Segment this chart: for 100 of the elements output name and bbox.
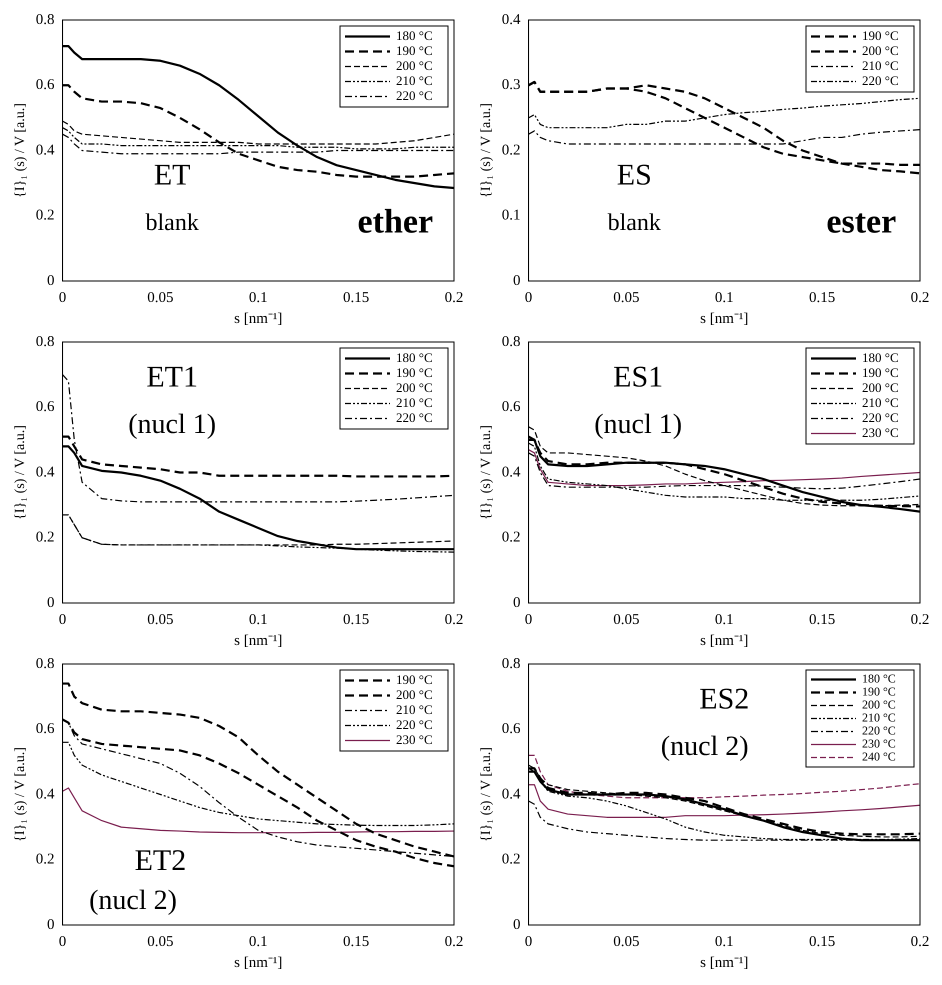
legend-label: 220 °C — [862, 410, 899, 425]
x-tick-label: 0 — [58, 934, 66, 950]
legend-label: 220 °C — [862, 72, 899, 88]
x-tick-label: 0.1 — [714, 934, 734, 950]
y-tick-label: 0.2 — [502, 142, 521, 158]
y-tick-label: 0 — [47, 272, 55, 289]
x-tick-label: 0.05 — [147, 290, 174, 306]
y-tick-label: 0.2 — [36, 530, 55, 546]
y-tick-label: 0.6 — [502, 399, 522, 416]
x-tick-label: 0.1 — [248, 290, 268, 306]
legend-label: 230 °C — [862, 736, 896, 751]
x-tick-label: 0 — [524, 934, 532, 950]
legend-label: 220 °C — [396, 88, 433, 103]
y-tick-label: 0 — [513, 916, 521, 933]
x-tick-label: 0 — [524, 290, 532, 306]
annotation: blank — [608, 210, 661, 236]
legend-label: 210 °C — [396, 394, 433, 410]
x-tick-label: 0.1 — [248, 934, 268, 950]
y-tick-label: 0.4 — [36, 464, 56, 480]
x-tick-label: 0.2 — [444, 612, 464, 628]
x-tick-label: 0.15 — [809, 934, 836, 950]
x-tick-label: 0 — [524, 612, 532, 628]
legend-label: 210 °C — [396, 702, 433, 717]
annotation: (nucl 1) — [128, 408, 216, 440]
y-axis-title: {I}₁ (s) / V [a.u.] — [13, 103, 28, 198]
y-tick-label: 0.2 — [502, 852, 521, 868]
annotation: (nucl 2) — [660, 730, 749, 762]
y-tick-label: 0.2 — [36, 208, 55, 224]
legend-label: 230 °C — [396, 732, 433, 747]
y-tick-label: 0.3 — [502, 77, 521, 94]
legend-label: 190 °C — [396, 672, 433, 687]
y-tick-label: 0 — [47, 594, 55, 611]
y-tick-label: 0.8 — [502, 334, 521, 350]
y-axis-title: {I}₁ (s) / V [a.u.] — [479, 103, 494, 198]
y-tick-label: 0.2 — [502, 530, 521, 546]
y-tick-label: 0.1 — [502, 208, 521, 224]
x-axis-title: s [nm⁻¹] — [234, 954, 282, 971]
x-tick-label: 0.2 — [444, 290, 464, 306]
y-tick-label: 0.4 — [36, 142, 56, 158]
y-tick-label: 0.8 — [502, 656, 521, 672]
annotation: ester — [826, 203, 896, 240]
legend-label: 200 °C — [862, 380, 899, 395]
x-axis-title: s [nm⁻¹] — [700, 310, 748, 327]
x-axis-title: s [nm⁻¹] — [234, 310, 282, 327]
x-axis-title: s [nm⁻¹] — [700, 954, 748, 971]
x-tick-label: 0.15 — [343, 934, 370, 950]
legend-label: 220 °C — [396, 410, 433, 425]
y-tick-label: 0.6 — [36, 399, 56, 416]
x-tick-label: 0.2 — [444, 934, 464, 950]
y-axis-title: {I}₁ (s) / V [a.u.] — [13, 747, 28, 842]
annotation: ET1 — [146, 360, 198, 394]
y-axis-title: {I}₁ (s) / V [a.u.] — [13, 425, 28, 520]
x-tick-label: 0.15 — [809, 290, 836, 306]
legend-label: 200 °C — [396, 58, 433, 73]
legend-label: 190 °C — [862, 28, 899, 43]
legend-label: 230 °C — [862, 424, 899, 440]
x-tick-label: 0.1 — [714, 612, 734, 628]
y-tick-label: 0.4 — [36, 786, 56, 802]
y-tick-label: 0.8 — [36, 12, 55, 28]
annotation: ET2 — [134, 844, 186, 878]
annotation: blank — [145, 210, 199, 236]
legend-label: 180 °C — [396, 350, 433, 365]
y-tick-label: 0.4 — [502, 786, 522, 802]
annotation: ES2 — [699, 682, 750, 716]
legend-label: 190 °C — [396, 364, 433, 380]
x-tick-label: 0.05 — [613, 290, 640, 306]
y-tick-label: 0 — [47, 916, 55, 933]
x-tick-label: 0.05 — [147, 612, 174, 628]
legend-label: 190 °C — [862, 364, 899, 380]
x-tick-label: 0 — [58, 290, 66, 306]
legend-label: 210 °C — [862, 710, 896, 725]
y-tick-label: 0.8 — [36, 656, 55, 672]
x-tick-label: 0.15 — [809, 612, 836, 628]
legend-label: 200 °C — [396, 686, 433, 702]
legend-label: 210 °C — [396, 72, 433, 88]
y-axis-title: {I}₁ (s) / V [a.u.] — [479, 425, 494, 520]
annotation: ES1 — [613, 360, 664, 394]
legend-label: 180 °C — [396, 28, 433, 43]
x-tick-label: 0.15 — [343, 612, 370, 628]
x-tick-label: 0.2 — [910, 290, 930, 306]
y-tick-label: 0.6 — [36, 721, 56, 738]
legend-label: 200 °C — [862, 698, 896, 712]
y-tick-label: 0.4 — [502, 12, 522, 28]
legend-label: 180 °C — [862, 350, 899, 365]
y-tick-label: 0 — [513, 594, 521, 611]
legend-label: 200 °C — [862, 42, 899, 58]
x-tick-label: 0.2 — [910, 934, 930, 950]
legend-label: 220 °C — [862, 724, 896, 738]
legend-label: 190 °C — [862, 684, 896, 699]
legend-label: 200 °C — [396, 380, 433, 395]
legend-label: 210 °C — [862, 58, 899, 73]
x-axis-title: s [nm⁻¹] — [234, 632, 282, 649]
y-tick-label: 0.4 — [502, 464, 522, 480]
x-tick-label: 0.1 — [248, 612, 268, 628]
legend-label: 180 °C — [862, 672, 896, 686]
annotation: ET — [154, 158, 190, 192]
x-tick-label: 0.05 — [613, 934, 640, 950]
annotation: (nucl 2) — [89, 884, 177, 916]
x-tick-label: 0.1 — [714, 290, 734, 306]
legend-label: 240 °C — [862, 750, 896, 764]
